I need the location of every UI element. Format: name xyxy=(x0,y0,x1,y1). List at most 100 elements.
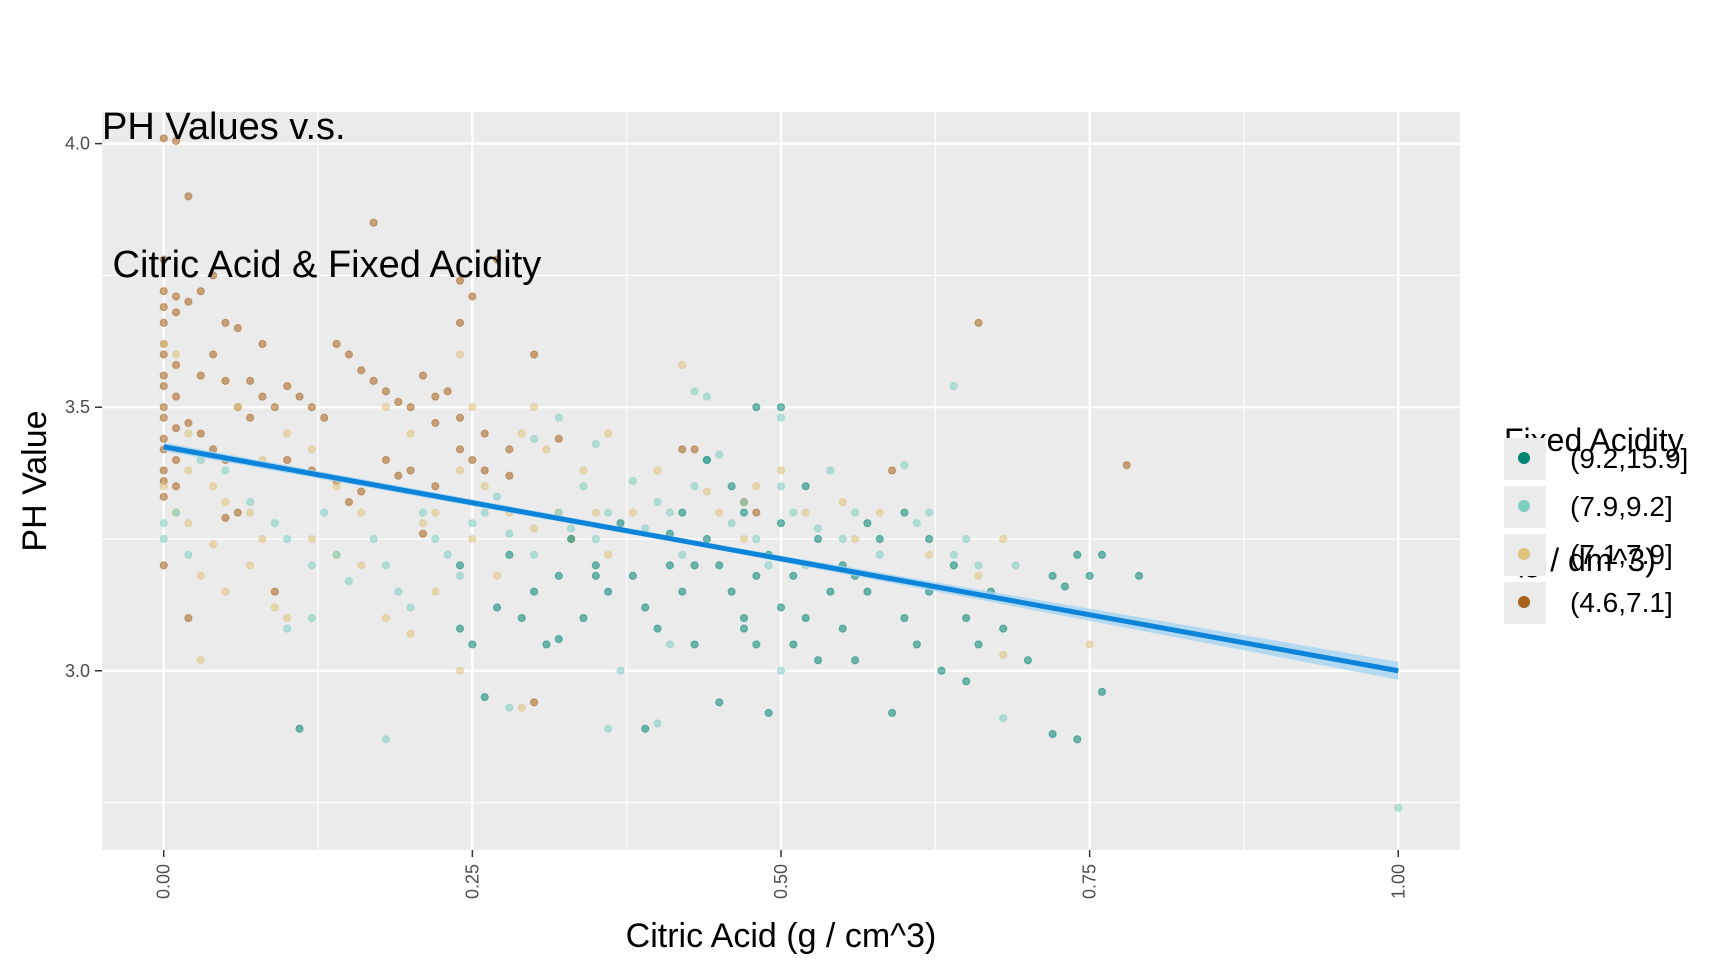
data-point xyxy=(270,519,279,528)
data-point xyxy=(455,318,465,327)
data-point xyxy=(628,508,637,517)
y-axis-label: PH Value xyxy=(16,410,54,551)
data-point xyxy=(406,603,415,612)
data-point xyxy=(962,677,971,686)
data-point xyxy=(554,434,563,443)
data-point xyxy=(159,318,168,327)
data-point xyxy=(443,387,452,396)
legend-dot-icon xyxy=(1518,548,1530,560)
data-point xyxy=(752,571,761,580)
data-point xyxy=(480,508,489,517)
data-point xyxy=(159,403,168,412)
x-tick-label: 0.75 xyxy=(1080,864,1100,899)
data-point xyxy=(283,534,292,544)
data-point xyxy=(789,640,798,649)
data-point xyxy=(505,529,514,538)
data-point xyxy=(468,640,477,649)
data-point xyxy=(1394,803,1403,812)
legend-key xyxy=(1504,486,1546,528)
data-point xyxy=(604,587,613,596)
data-point xyxy=(702,487,712,496)
data-point xyxy=(184,429,193,438)
data-point xyxy=(196,371,205,380)
data-point xyxy=(492,255,502,264)
data-point xyxy=(431,482,440,491)
data-point xyxy=(962,534,971,544)
x-tick-label: 0.50 xyxy=(771,864,791,899)
data-point xyxy=(900,461,909,470)
data-point xyxy=(1122,461,1131,470)
data-point xyxy=(937,666,946,675)
data-point xyxy=(554,413,563,422)
data-point xyxy=(1048,729,1057,739)
data-point xyxy=(999,624,1008,633)
data-point xyxy=(209,350,218,359)
data-point xyxy=(949,561,958,570)
data-point xyxy=(641,603,650,612)
data-point xyxy=(813,534,823,544)
data-point xyxy=(838,534,847,544)
data-point xyxy=(678,550,687,559)
data-point xyxy=(233,324,242,333)
legend-dot-icon xyxy=(1518,452,1530,464)
data-point xyxy=(307,613,316,623)
data-point xyxy=(492,492,502,501)
data-point xyxy=(332,339,341,349)
legend-dot-icon xyxy=(1518,596,1530,608)
data-point xyxy=(468,534,477,544)
data-point xyxy=(974,640,983,649)
data-point xyxy=(690,445,699,454)
data-point xyxy=(1048,571,1057,580)
data-point xyxy=(246,376,255,385)
data-point xyxy=(554,571,563,580)
data-point xyxy=(468,292,477,301)
data-point xyxy=(171,508,181,517)
data-point xyxy=(678,587,687,596)
data-point xyxy=(394,587,403,596)
data-point xyxy=(999,714,1008,723)
data-point xyxy=(529,350,539,359)
data-point xyxy=(184,297,193,306)
data-point xyxy=(171,292,181,301)
data-point xyxy=(283,429,292,438)
data-point xyxy=(295,392,304,401)
data-point xyxy=(616,666,625,675)
data-point xyxy=(480,466,489,475)
data-point xyxy=(529,403,539,412)
data-point xyxy=(727,587,736,596)
data-point xyxy=(764,561,773,570)
data-point xyxy=(604,429,613,438)
data-point xyxy=(159,287,168,296)
data-point xyxy=(838,497,847,507)
data-point xyxy=(455,666,465,675)
data-point xyxy=(678,360,687,370)
data-point xyxy=(418,519,428,528)
data-point xyxy=(295,724,304,733)
data-point xyxy=(233,508,242,517)
data-point xyxy=(752,482,761,491)
data-point xyxy=(246,508,255,517)
data-point xyxy=(209,271,218,280)
data-point xyxy=(764,708,773,718)
data-point xyxy=(912,640,921,649)
data-point xyxy=(567,534,576,544)
y-tick-label: 4.0 xyxy=(65,134,90,154)
data-point xyxy=(406,429,415,438)
data-point xyxy=(159,255,168,264)
data-point xyxy=(344,497,354,507)
data-point xyxy=(332,550,341,559)
data-point xyxy=(616,519,625,528)
data-point xyxy=(283,455,292,465)
data-point xyxy=(480,693,489,702)
data-point xyxy=(1097,687,1107,696)
data-point xyxy=(739,497,749,507)
data-point xyxy=(171,308,181,317)
data-point xyxy=(159,561,168,570)
data-point xyxy=(455,445,465,454)
data-point xyxy=(1097,550,1107,559)
data-point xyxy=(776,603,786,612)
data-point xyxy=(492,603,502,612)
data-point xyxy=(542,445,551,454)
data-point xyxy=(394,397,403,407)
data-point xyxy=(517,703,526,712)
